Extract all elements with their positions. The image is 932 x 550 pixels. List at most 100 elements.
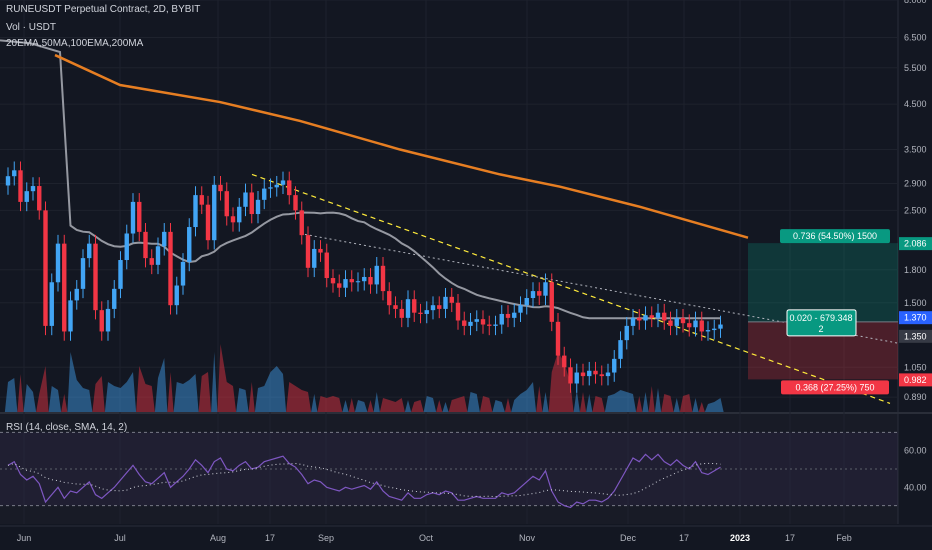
candle — [162, 223, 167, 256]
candle — [230, 207, 236, 232]
entry-price-tag-bg — [899, 329, 932, 343]
candle — [524, 289, 529, 315]
candle-body — [512, 312, 517, 318]
candle-body — [687, 323, 692, 328]
volume-segment — [236, 388, 249, 412]
volume-segment — [636, 396, 643, 412]
candle-body — [524, 298, 529, 306]
candle-body — [80, 258, 86, 289]
candle — [68, 291, 73, 341]
candle — [205, 195, 211, 250]
candle — [380, 256, 386, 301]
volume-segment — [692, 398, 699, 412]
candle-body — [330, 278, 336, 284]
volume-segment — [198, 372, 212, 412]
candle — [237, 197, 242, 232]
volume-segment — [542, 392, 549, 412]
price-tick-label: 5.500 — [904, 63, 927, 73]
volume-segment — [248, 382, 255, 412]
volume-segment — [679, 394, 693, 412]
volume-segment — [467, 392, 480, 412]
candle — [680, 309, 686, 333]
target-price-tag: 2.086 — [904, 239, 927, 249]
rsi-pane-background — [0, 414, 898, 524]
candle — [287, 171, 292, 205]
candle — [624, 317, 629, 350]
volume-segment — [436, 400, 443, 412]
entry-label-line2: 2 — [818, 324, 823, 334]
candle-body — [580, 372, 586, 377]
candle-body — [112, 288, 117, 309]
candle-body — [124, 233, 129, 261]
candle — [543, 273, 548, 305]
time-tick-label: Jul — [114, 533, 126, 543]
volume-segment — [286, 382, 312, 412]
volume-segment — [704, 398, 724, 412]
candle-body — [118, 260, 123, 289]
candle — [424, 301, 429, 324]
candle — [399, 300, 404, 328]
candle — [462, 311, 467, 336]
entry-label-line1: 0.020 - 679.348 — [789, 313, 852, 323]
stop-price-tag-bg — [899, 373, 932, 387]
volume-segment — [573, 390, 580, 412]
candle-body — [168, 231, 173, 306]
candle — [224, 182, 229, 226]
candle-body — [87, 243, 92, 259]
candle — [643, 306, 648, 330]
candle-body — [362, 276, 367, 282]
volume-segment — [311, 394, 318, 412]
candle-body — [712, 328, 717, 331]
candle-body — [537, 291, 542, 296]
volume-segment — [411, 400, 424, 412]
candle — [155, 237, 161, 275]
candle — [143, 223, 148, 268]
candle-body — [455, 302, 461, 321]
volume-segment — [354, 400, 368, 412]
volume-segment — [167, 372, 174, 412]
candle — [468, 313, 473, 336]
volume-segment — [492, 400, 505, 412]
candle — [568, 358, 573, 393]
position-zones — [748, 243, 898, 380]
candle-body — [212, 184, 217, 241]
time-tick-label: Nov — [519, 533, 536, 543]
candle-body — [718, 324, 723, 329]
candle — [305, 226, 311, 278]
candle-body — [268, 187, 273, 189]
volume-segment — [442, 402, 449, 412]
candle — [387, 282, 392, 315]
candle — [193, 186, 198, 237]
candle — [24, 182, 29, 212]
candle — [268, 178, 273, 198]
candle-body — [612, 358, 617, 373]
volume-segment — [317, 396, 343, 412]
candle — [218, 175, 223, 201]
candle-body — [55, 243, 61, 283]
candle — [130, 193, 136, 243]
candle — [587, 361, 592, 386]
candle-body — [643, 315, 648, 321]
candle — [618, 331, 623, 369]
candle — [649, 306, 654, 328]
time-axis: Jun Jul Aug 17 Sep Oct Nov Dec 17 2023 17 Feb — [17, 533, 852, 543]
volume-segment — [548, 352, 574, 412]
candle-body — [518, 305, 523, 313]
ma-legend: 20EMA,50MA,100EMA,200MA — [6, 38, 144, 49]
candle-body — [224, 191, 229, 217]
candle — [574, 363, 579, 393]
candle-body — [530, 291, 536, 299]
candle-body — [24, 191, 29, 202]
volume-segment — [673, 398, 680, 412]
candle — [605, 363, 611, 386]
candle — [149, 249, 154, 275]
candle-body — [474, 319, 479, 322]
candle — [662, 303, 667, 330]
rsi-line — [7, 453, 721, 509]
last-price-tag-bg — [899, 311, 932, 325]
last-price-tag: 1.370 — [904, 313, 927, 323]
candle — [18, 161, 23, 212]
candle — [405, 290, 411, 328]
volume-segment — [104, 372, 137, 412]
rsi-pane: RSI (14, close, SMA, 14, 2) 60.00 40.00 — [0, 422, 927, 509]
